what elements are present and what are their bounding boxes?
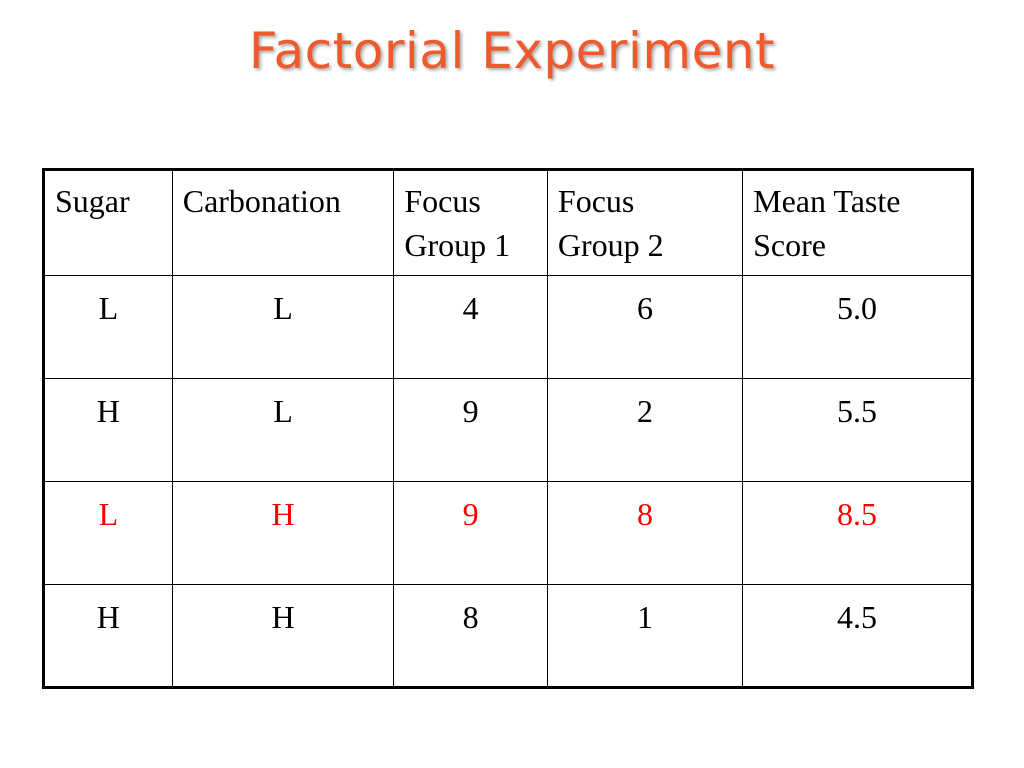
cell-carbonation: H — [171, 481, 395, 586]
cell-focus-group-1: 4 — [393, 275, 548, 380]
table-header-row: Sugar Carbonation Focus Group 1 Focus Grou… — [43, 168, 973, 277]
cell-sugar: L — [43, 481, 173, 586]
cell-focus-group-1: 9 — [393, 378, 548, 483]
header-mean-taste-score: Mean Taste Score — [742, 168, 973, 277]
table-row: H H 8 1 4.5 — [43, 584, 973, 689]
header-sugar: Sugar — [43, 168, 173, 277]
header-focus-group-1: Focus Group 1 — [393, 168, 548, 277]
slide-title: Factorial Experiment — [248, 22, 776, 80]
cell-focus-group-2: 2 — [546, 378, 744, 483]
factorial-table: Sugar Carbonation Focus Group 1 Focus Grou… — [42, 168, 974, 690]
cell-sugar: L — [43, 275, 173, 380]
cell-focus-group-1: 8 — [393, 584, 548, 689]
table-row-highlighted: L H 9 8 8.5 — [43, 481, 973, 586]
cell-sugar: H — [43, 584, 173, 689]
cell-focus-group-2: 6 — [546, 275, 744, 380]
cell-sugar: H — [43, 378, 173, 483]
cell-mean-taste-score: 5.0 — [742, 275, 973, 380]
cell-carbonation: H — [171, 584, 395, 689]
cell-focus-group-2: 8 — [546, 481, 744, 586]
cell-focus-group-1: 9 — [393, 481, 548, 586]
cell-focus-group-2: 1 — [546, 584, 744, 689]
header-carbonation: Carbonation — [171, 168, 395, 277]
header-focus-group-2: Focus Group 2 — [546, 168, 744, 277]
cell-carbonation: L — [171, 378, 395, 483]
table-row: L L 4 6 5.0 — [43, 275, 973, 380]
table-row: H L 9 2 5.5 — [43, 378, 973, 483]
cell-carbonation: L — [171, 275, 395, 380]
cell-mean-taste-score: 8.5 — [742, 481, 973, 586]
cell-mean-taste-score: 4.5 — [742, 584, 973, 689]
cell-mean-taste-score: 5.5 — [742, 378, 973, 483]
